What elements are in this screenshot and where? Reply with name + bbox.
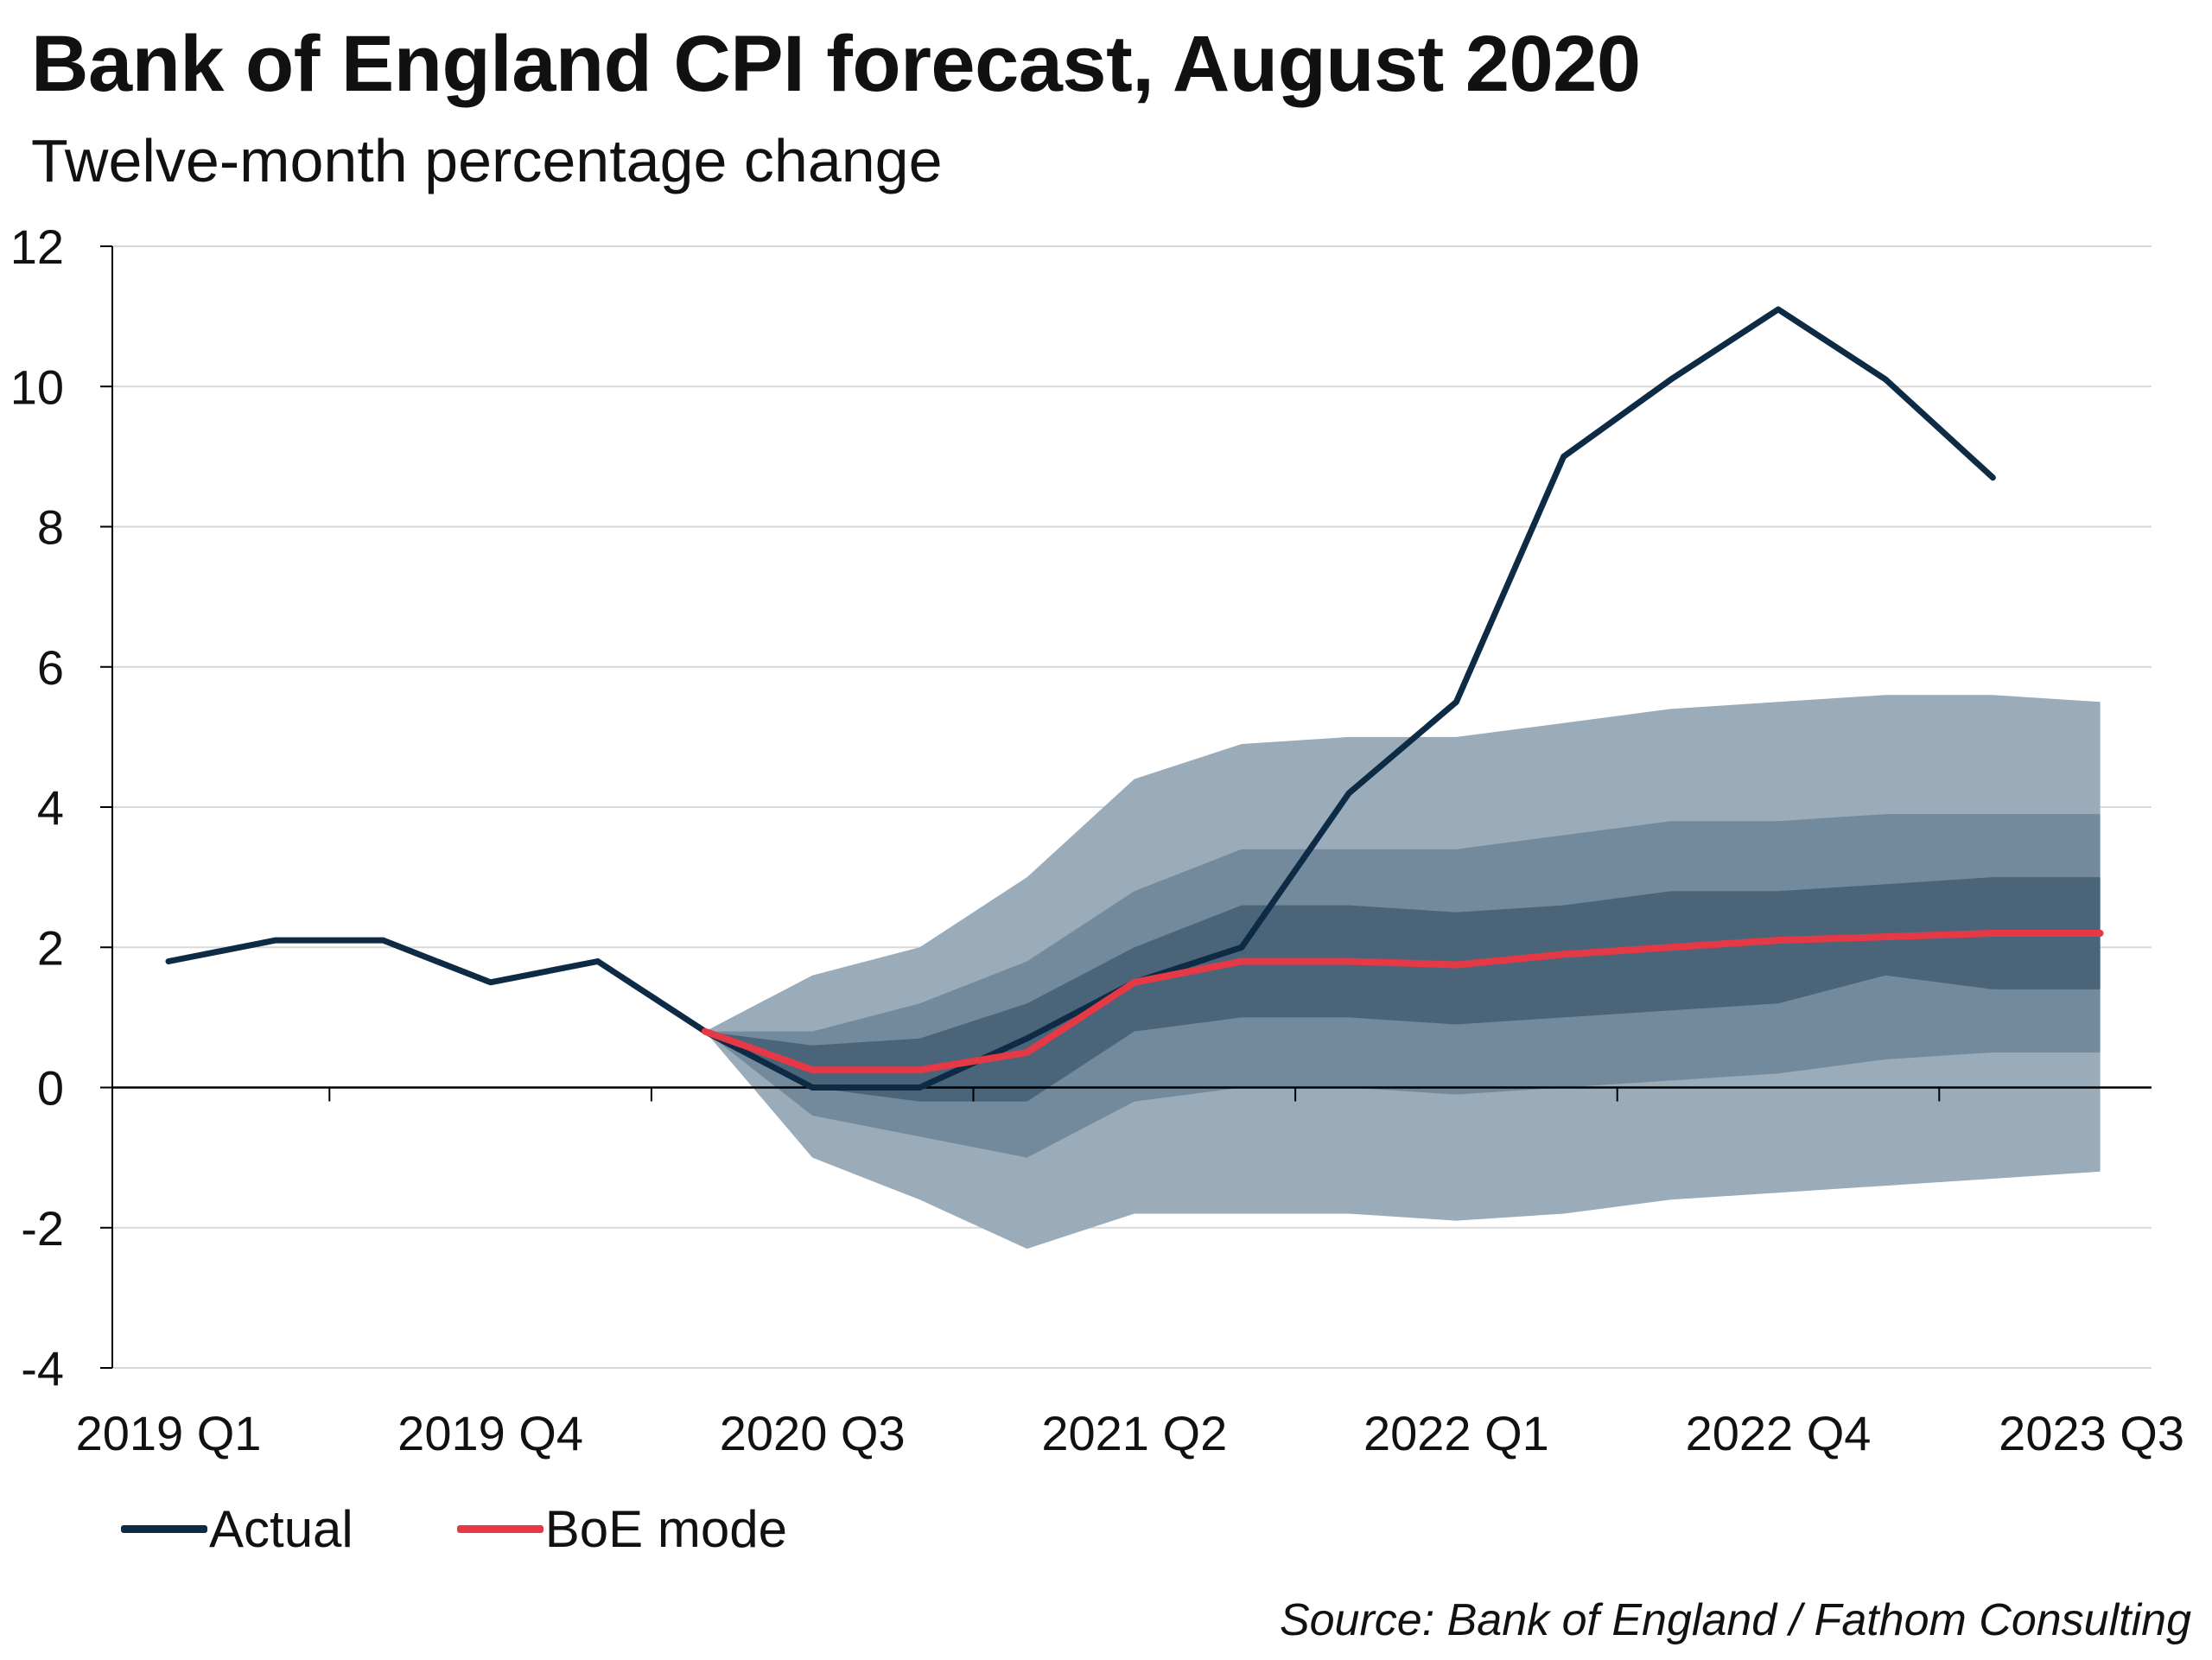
x-tick-label: 2023 Q3	[1999, 1406, 2184, 1460]
x-tick-label: 2022 Q1	[1363, 1406, 1549, 1460]
y-tick-label: 2	[37, 920, 64, 975]
legend-label-actual: Actual	[209, 1500, 353, 1558]
y-tick-label: 8	[37, 500, 64, 555]
chart-subtitle: Twelve-month percentage change	[31, 127, 943, 194]
legend-item-boe-mode: BoE mode	[456, 1499, 787, 1559]
series-lines	[165, 306, 2104, 1091]
legend-swatch-actual	[121, 1525, 207, 1533]
source-note: Source: Bank of England / Fathom Consult…	[1279, 1595, 2191, 1645]
legend-label-boe-mode: BoE mode	[544, 1500, 787, 1558]
series-line-boe-mode	[702, 930, 2104, 1074]
legend-item-actual: Actual	[121, 1499, 353, 1559]
x-tick-label: 2019 Q4	[397, 1406, 583, 1460]
x-tick-label: 2019 Q1	[76, 1406, 262, 1460]
y-tick-label: 0	[37, 1061, 64, 1116]
y-tick-label: 10	[10, 359, 64, 414]
series-line-actual	[165, 306, 1996, 1091]
legend-swatch-boe-mode	[456, 1525, 543, 1533]
fan-chart-bands	[705, 695, 2101, 1250]
y-tick-label: 12	[10, 219, 64, 274]
y-tick-label: 4	[37, 780, 64, 835]
gridlines	[112, 245, 2152, 1369]
y-tick-label: 6	[37, 640, 64, 695]
y-tick-label: -2	[21, 1201, 64, 1256]
legend: Actual BoE mode	[121, 1499, 891, 1559]
chart-title: Bank of England CPI forecast, August 202…	[31, 20, 1641, 108]
x-tick-label: 2021 Q2	[1041, 1406, 1227, 1460]
x-tick-label: 2022 Q4	[1686, 1406, 1872, 1460]
y-tick-label: -4	[21, 1341, 64, 1396]
axes	[100, 245, 2152, 1369]
fan-band-inner	[705, 877, 2101, 1102]
x-tick-label: 2020 Q3	[720, 1406, 906, 1460]
